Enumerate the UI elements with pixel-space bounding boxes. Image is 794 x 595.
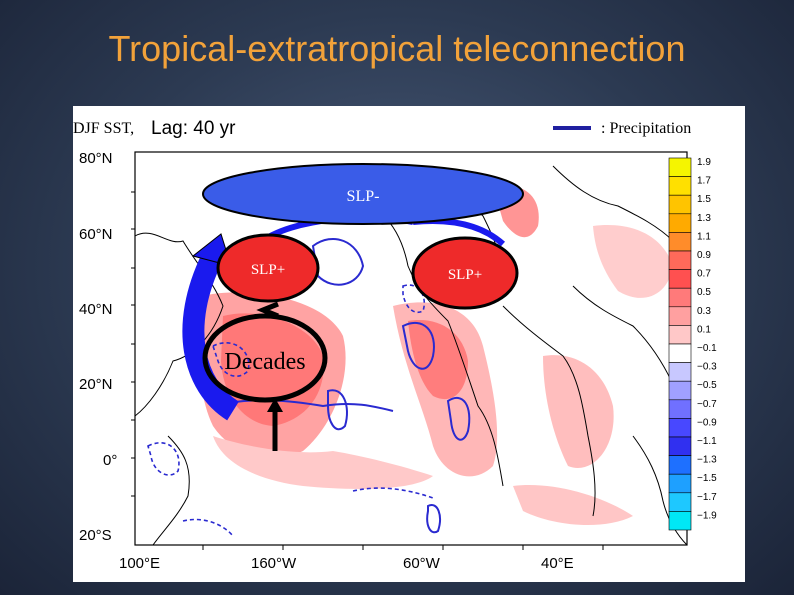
decades-loop <box>202 313 328 403</box>
colorbar-swatch <box>668 157 692 177</box>
tick-marks <box>131 191 604 550</box>
header-label: DJF SST, <box>73 120 134 137</box>
latitude-ticks: 80°N 60°N 40°N 20°N 0° 20°S <box>79 150 117 544</box>
colorbar-swatch <box>668 176 692 196</box>
colorbar-label: −1.5 <box>697 473 717 484</box>
colorbar-swatch <box>668 418 692 438</box>
slide-title: Tropical-extratropical teleconnection <box>108 28 686 69</box>
colorbar-swatch <box>668 250 692 270</box>
slp-minus-label: SLP- <box>347 188 380 205</box>
colorbar-swatch <box>668 455 692 475</box>
colorbar-label: 1.1 <box>697 231 711 242</box>
slp-plus-west-ellipse <box>216 233 320 303</box>
colorbar-swatch <box>668 380 692 401</box>
colorbar-label: −1.7 <box>697 492 717 503</box>
colorbar-label: 0.1 <box>697 324 711 335</box>
lat-tick-label: 40°N <box>79 301 113 318</box>
colorbar-swatch <box>668 492 692 512</box>
loop-arrow-icon <box>256 301 279 319</box>
lon-tick-label: 100°E <box>119 555 160 572</box>
colorbar-label: −1.9 <box>697 510 717 521</box>
lat-tick-label: 20°N <box>79 376 113 393</box>
colorbar-label: 0.9 <box>697 250 711 261</box>
precip-legend-label: : Precipitation <box>601 120 691 137</box>
colorbar-swatch <box>668 194 692 215</box>
colorbar-label: −1.3 <box>697 455 717 466</box>
colorbar-label: −0.5 <box>697 380 717 391</box>
colorbar-label: −0.7 <box>697 399 717 410</box>
slp-plus-west-label: SLP+ <box>251 262 285 278</box>
colorbar-label: −0.1 <box>697 343 717 354</box>
lon-tick-label: 60°W <box>403 555 441 572</box>
map-svg: 80°N 60°N 40°N 20°N 0° 20°S 100°E 160°W … <box>73 118 717 572</box>
colorbar-label: 1.9 <box>697 157 711 168</box>
lat-tick-label: 60°N <box>79 226 113 243</box>
colorbar: 1.9 1.7 1.5 1.3 1.1 0.9 0.7 0.5 0.3 0.1 −0.1 −0.3 −0… <box>668 157 717 531</box>
colorbar-label: 1.3 <box>697 213 711 224</box>
colorbar-swatch <box>668 287 692 308</box>
colorbar-label: −0.9 <box>697 417 717 428</box>
lat-tick-label: 0° <box>103 452 117 469</box>
slp-plus-east-label: SLP+ <box>448 267 482 283</box>
colorbar-swatch <box>668 511 692 531</box>
lat-tick-label: 80°N <box>79 150 113 167</box>
precipitation-contours-dashed <box>147 284 434 537</box>
colorbar-swatch <box>668 362 692 382</box>
lat-tick-label: 20°S <box>79 527 112 544</box>
colorbar-label: −0.3 <box>697 362 717 373</box>
colorbar-label: 1.7 <box>697 176 711 187</box>
slp-plus-east-ellipse <box>411 236 519 310</box>
colorbar-swatch <box>668 306 692 326</box>
colorbar-swatch <box>668 269 692 289</box>
slp-minus-ellipse <box>202 163 524 225</box>
lon-tick-label: 160°W <box>251 555 297 572</box>
colorbar-swatch <box>668 213 692 233</box>
lag-label: Lag: 40 yr <box>151 118 236 139</box>
westward-flow-arrow <box>182 251 240 421</box>
sst-map-figure: 80°N 60°N 40°N 20°N 0° 20°S 100°E 160°W … <box>73 106 745 582</box>
colorbar-label: 0.5 <box>697 287 711 298</box>
longitude-ticks: 100°E 160°W 60°W 40°E <box>119 555 574 572</box>
colorbar-swatch <box>668 473 692 494</box>
decades-label: Decades <box>224 349 305 375</box>
precipitation-contours <box>212 237 471 534</box>
colorbar-swatch <box>668 399 692 419</box>
colorbar-label: 0.7 <box>697 269 711 280</box>
lon-tick-label: 40°E <box>541 555 574 572</box>
colorbar-swatch <box>668 232 692 252</box>
colorbar-swatch <box>668 325 692 345</box>
up-arrow-head-icon <box>267 398 283 412</box>
colorbar-swatch <box>668 436 692 456</box>
colorbar-label: 0.3 <box>697 306 711 317</box>
colorbar-swatch <box>668 343 692 363</box>
colorbar-label: 1.5 <box>697 194 711 205</box>
colorbar-label: −1.1 <box>697 436 717 447</box>
